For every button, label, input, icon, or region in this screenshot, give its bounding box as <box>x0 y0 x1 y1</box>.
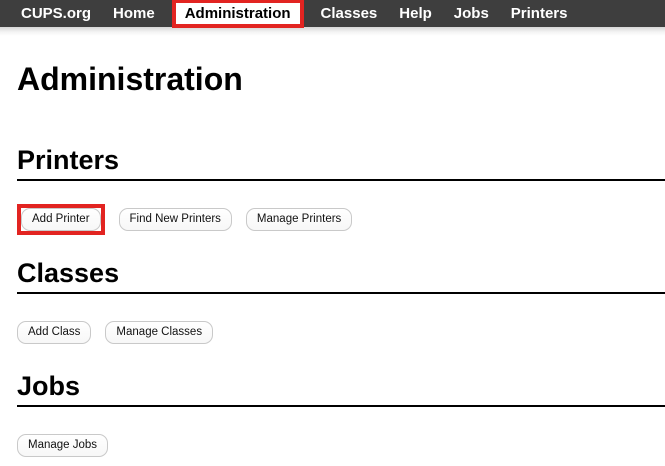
nav-item-printers[interactable]: Printers <box>510 5 568 22</box>
nav-item-administration-wrap: Administration <box>171 0 304 28</box>
nav-item-administration[interactable]: Administration <box>175 3 300 24</box>
manage-printers-button[interactable]: Manage Printers <box>245 208 353 231</box>
nav-item-classes[interactable]: Classes <box>320 5 378 22</box>
annotation-highlight-administration: Administration <box>171 0 304 28</box>
printers-button-row: Add Printer Find New Printers Manage Pri… <box>17 204 665 235</box>
nav-item-jobs[interactable]: Jobs <box>453 5 489 22</box>
navbar-shadow <box>0 27 665 36</box>
nav-item-help[interactable]: Help <box>399 5 432 22</box>
classes-button-row: Add Class Manage Classes <box>17 321 665 344</box>
manage-jobs-button[interactable]: Manage Jobs <box>17 434 109 457</box>
section-title-classes: Classes <box>17 258 665 294</box>
main-content: Administration Printers Add Printer Find… <box>0 61 665 457</box>
top-navbar: CUPS.org Home Administration Classes Hel… <box>0 0 665 28</box>
nav-item-home[interactable]: Home <box>113 5 155 22</box>
jobs-button-row: Manage Jobs <box>17 434 665 457</box>
section-title-jobs: Jobs <box>17 371 665 407</box>
nav-item-cups-org[interactable]: CUPS.org <box>21 5 92 22</box>
add-class-button[interactable]: Add Class <box>17 321 92 344</box>
annotation-highlight-add-printer: Add Printer <box>17 204 105 235</box>
page-title: Administration <box>17 61 243 97</box>
section-title-printers: Printers <box>17 145 665 181</box>
add-printer-button[interactable]: Add Printer <box>21 208 101 231</box>
find-new-printers-button[interactable]: Find New Printers <box>118 208 232 231</box>
manage-classes-button[interactable]: Manage Classes <box>105 321 214 344</box>
